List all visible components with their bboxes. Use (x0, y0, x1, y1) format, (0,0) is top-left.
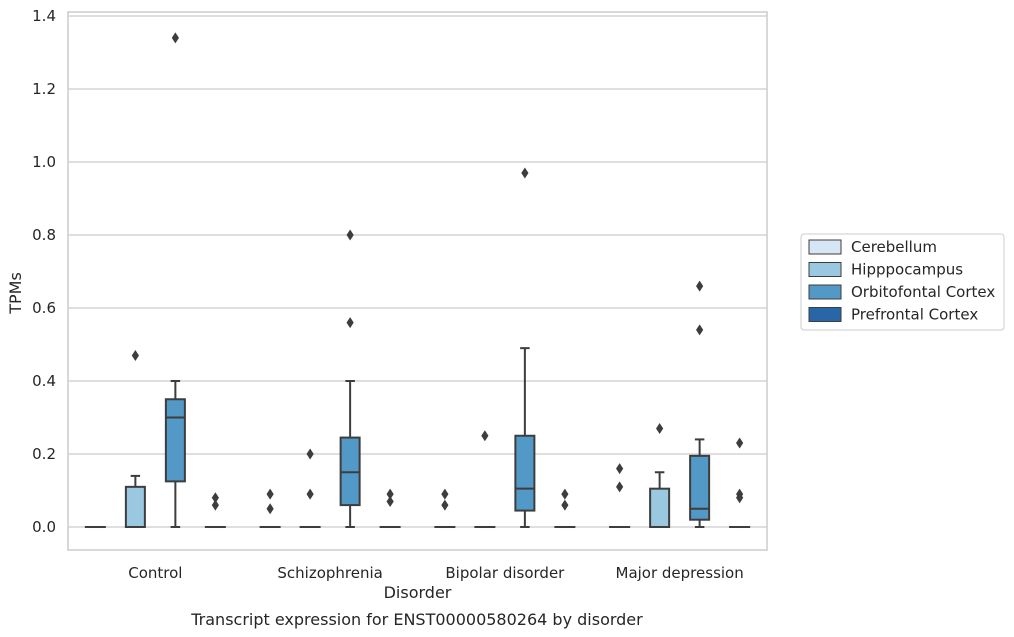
box-1-2 (474, 430, 496, 529)
outlier-point (561, 488, 569, 500)
y-tick-labels: 0.0 0.2 0.4 0.6 0.8 1.0 1.2 1.4 (32, 7, 56, 536)
box-3-2 (554, 488, 576, 529)
outlier-point (386, 495, 394, 507)
legend-swatch (808, 239, 842, 255)
y-tick-label: 0.8 (32, 226, 56, 244)
outlier-point (616, 463, 624, 475)
legend-label: Orbitofontal Cortex (851, 283, 995, 301)
plot-frame (67, 11, 768, 551)
y-tick-label: 1.2 (32, 80, 56, 98)
box-2-1 (339, 229, 361, 528)
outlier-point (696, 280, 704, 292)
legend-label: Prefrontal Cortex (851, 306, 978, 324)
outlier-point (211, 499, 219, 511)
outlier-point (346, 317, 354, 329)
box-groups (84, 32, 751, 529)
outlier-point (266, 503, 274, 515)
outlier-point (386, 488, 394, 500)
outlier-point (481, 430, 489, 442)
outlier-point (306, 488, 314, 500)
outlier-point (346, 229, 354, 241)
legend-label: Cerebellum (851, 238, 937, 256)
outlier-point (211, 492, 219, 504)
outlier-point (266, 488, 274, 500)
box-rect (124, 485, 146, 529)
x-tick-label: Major depression (616, 564, 744, 582)
box-0-3 (609, 463, 631, 529)
outlier-point (656, 422, 664, 434)
y-tick-label: 1.0 (32, 153, 56, 171)
box-1-3 (649, 422, 671, 528)
legend-swatch (808, 262, 842, 277)
outlier-point (736, 488, 744, 500)
legend-swatch (808, 307, 842, 322)
y-tick-label: 0.6 (32, 299, 56, 317)
box-1-0 (124, 349, 146, 529)
box-rect (689, 454, 711, 521)
box-3-3 (729, 437, 751, 529)
y-tick-label: 0.4 (32, 372, 56, 390)
box-1-1 (299, 448, 321, 529)
outlier-point (696, 324, 704, 336)
legend-label: Hipppocampus (851, 261, 963, 279)
legend-swatch (808, 284, 842, 300)
y-tick-label: 1.4 (32, 7, 56, 25)
outlier-point (306, 448, 314, 460)
x-tick-label: Control (128, 564, 182, 582)
x-tick-labels: Control Schizophrenia Bipolar disorder Majo… (128, 564, 743, 582)
box-rect (514, 434, 536, 512)
box-rect (164, 398, 186, 483)
legend-frame (800, 233, 1005, 331)
outlier-point (441, 488, 449, 500)
box-2-0 (164, 32, 186, 528)
x-tick-label: Schizophrenia (277, 564, 382, 582)
box-0-2 (434, 488, 456, 529)
box-3-0 (204, 492, 226, 529)
outlier-point (131, 349, 139, 361)
y-tick-label: 0.0 (32, 518, 56, 536)
y-axis-label: TPMs (6, 272, 25, 315)
outlier-point (171, 32, 179, 44)
box-2-3 (689, 280, 711, 528)
outlier-point (521, 167, 529, 179)
x-axis-label: Disorder (384, 583, 452, 602)
outlier-point (441, 499, 449, 511)
box-0-1 (259, 488, 281, 529)
box-2-2 (514, 167, 536, 528)
x-tick-label: Bipolar disorder (445, 564, 565, 582)
chart-title: Transcript expression for ENST0000058026… (190, 610, 643, 629)
y-tick-label: 0.2 (32, 445, 56, 463)
box-rect (649, 487, 671, 528)
legend: Cerebellum Hipppocampus Orbitofontal Corte… (800, 233, 1005, 331)
outlier-point (736, 437, 744, 449)
outlier-point (561, 499, 569, 511)
box-3-1 (379, 488, 401, 529)
outlier-point (616, 481, 624, 493)
